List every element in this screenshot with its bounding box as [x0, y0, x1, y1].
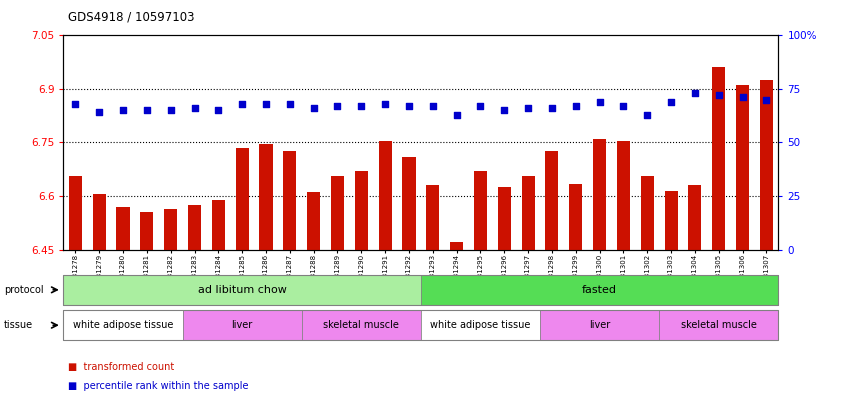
Point — [331, 103, 344, 109]
Bar — [760, 80, 773, 250]
Bar — [497, 187, 511, 250]
Bar — [665, 191, 678, 250]
Bar — [283, 151, 296, 250]
Point — [545, 105, 558, 111]
Bar — [236, 148, 249, 250]
Point — [497, 107, 511, 114]
Bar — [617, 141, 630, 250]
Point — [617, 103, 630, 109]
Bar — [593, 139, 606, 250]
Text: liver: liver — [589, 320, 610, 330]
Bar — [426, 185, 439, 250]
Point — [140, 107, 154, 114]
Point — [283, 101, 297, 107]
Bar — [379, 141, 392, 250]
Text: liver: liver — [232, 320, 253, 330]
Point — [640, 112, 654, 118]
Point — [212, 107, 225, 114]
Point — [378, 101, 392, 107]
Bar — [307, 193, 320, 250]
Point — [164, 107, 178, 114]
Point — [235, 101, 249, 107]
Bar — [546, 151, 558, 250]
Text: white adipose tissue: white adipose tissue — [431, 320, 530, 330]
Point — [69, 101, 82, 107]
Bar — [403, 157, 415, 250]
Bar — [69, 176, 82, 250]
Bar — [474, 171, 487, 250]
Point — [450, 112, 464, 118]
Point — [521, 105, 535, 111]
Bar — [140, 212, 153, 250]
Bar — [569, 184, 582, 250]
Bar — [212, 200, 225, 250]
Bar — [93, 194, 106, 250]
Text: GDS4918 / 10597103: GDS4918 / 10597103 — [68, 11, 195, 24]
Text: ■  transformed count: ■ transformed count — [68, 362, 174, 373]
Text: tissue: tissue — [4, 320, 33, 330]
Point — [712, 92, 726, 99]
Bar — [260, 144, 272, 250]
Point — [760, 96, 773, 103]
Bar — [188, 205, 201, 250]
Text: ad libitum chow: ad libitum chow — [198, 285, 287, 295]
Point — [354, 103, 368, 109]
Bar — [117, 207, 129, 250]
Point — [593, 99, 607, 105]
Point — [688, 90, 701, 96]
Text: skeletal muscle: skeletal muscle — [323, 320, 399, 330]
Bar — [354, 171, 368, 250]
Bar — [164, 209, 177, 250]
Point — [736, 94, 750, 101]
Text: white adipose tissue: white adipose tissue — [73, 320, 173, 330]
Point — [259, 101, 272, 107]
Point — [116, 107, 129, 114]
Bar — [689, 185, 701, 250]
Text: skeletal muscle: skeletal muscle — [681, 320, 756, 330]
Point — [569, 103, 583, 109]
Point — [92, 109, 106, 116]
Text: protocol: protocol — [4, 285, 44, 295]
Point — [188, 105, 201, 111]
Point — [474, 103, 487, 109]
Point — [307, 105, 321, 111]
Point — [664, 99, 678, 105]
Bar — [450, 242, 463, 250]
Bar — [640, 176, 654, 250]
Bar — [712, 68, 725, 250]
Bar — [736, 85, 749, 250]
Text: fasted: fasted — [582, 285, 617, 295]
Point — [426, 103, 440, 109]
Point — [402, 103, 415, 109]
Bar — [331, 176, 344, 250]
Text: ■  percentile rank within the sample: ■ percentile rank within the sample — [68, 381, 248, 391]
Bar — [522, 176, 535, 250]
